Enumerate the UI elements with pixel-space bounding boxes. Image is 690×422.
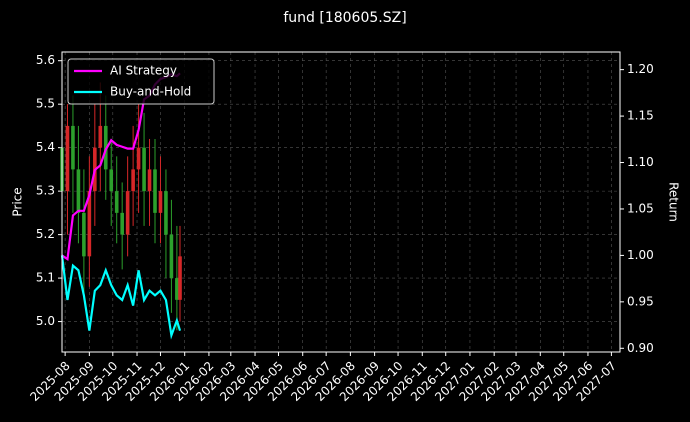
candle-body	[178, 256, 182, 300]
y-tick-label: 5.1	[36, 271, 55, 285]
y2-tick-label: 1.00	[627, 248, 654, 262]
y2-tick-label: 1.15	[627, 109, 654, 123]
chart-title: fund [180605.SZ]	[283, 10, 406, 26]
legend-label: Buy-and-Hold	[110, 85, 191, 99]
y-tick-label: 5.2	[36, 227, 55, 241]
y2-tick-label: 0.90	[627, 341, 654, 355]
candle-body	[71, 125, 75, 170]
y2-tick-label: 1.05	[627, 201, 654, 215]
candle-body	[120, 212, 124, 235]
candle-body	[175, 278, 179, 300]
y-tick-label: 5.4	[36, 140, 55, 154]
y-tick-label: 5.5	[36, 97, 55, 111]
y2-axis-label: Return	[667, 182, 681, 222]
legend: AI Strategy Buy-and-Hold	[67, 58, 215, 105]
candle-body	[82, 212, 86, 257]
candle-body	[158, 191, 163, 213]
candle-body	[169, 234, 174, 279]
candle-body	[87, 191, 92, 257]
candle-body	[76, 169, 81, 213]
series-line	[60, 255, 182, 340]
y-axis-label: Price	[11, 187, 25, 216]
legend-box	[67, 58, 215, 105]
y-tick-label: 5.3	[36, 184, 55, 198]
y2-tick-label: 0.95	[627, 294, 654, 308]
plot-frame	[61, 51, 621, 353]
candle-body	[109, 169, 114, 192]
candle-body	[164, 191, 168, 235]
y-tick-label: 5.6	[36, 53, 55, 67]
candle-body	[98, 125, 103, 148]
candle-body	[153, 169, 157, 213]
candle-body	[114, 191, 119, 213]
candle-body	[136, 147, 141, 170]
candle-body	[131, 169, 135, 192]
y2-tick-label: 1.20	[627, 62, 654, 76]
candle-body	[147, 169, 152, 192]
legend-label: AI Strategy	[110, 64, 177, 78]
candle-body	[142, 147, 146, 192]
y2-tick-label: 1.10	[627, 155, 654, 169]
candle-body	[125, 191, 130, 235]
y-tick-label: 5.0	[36, 314, 55, 328]
candle-body	[65, 125, 70, 192]
